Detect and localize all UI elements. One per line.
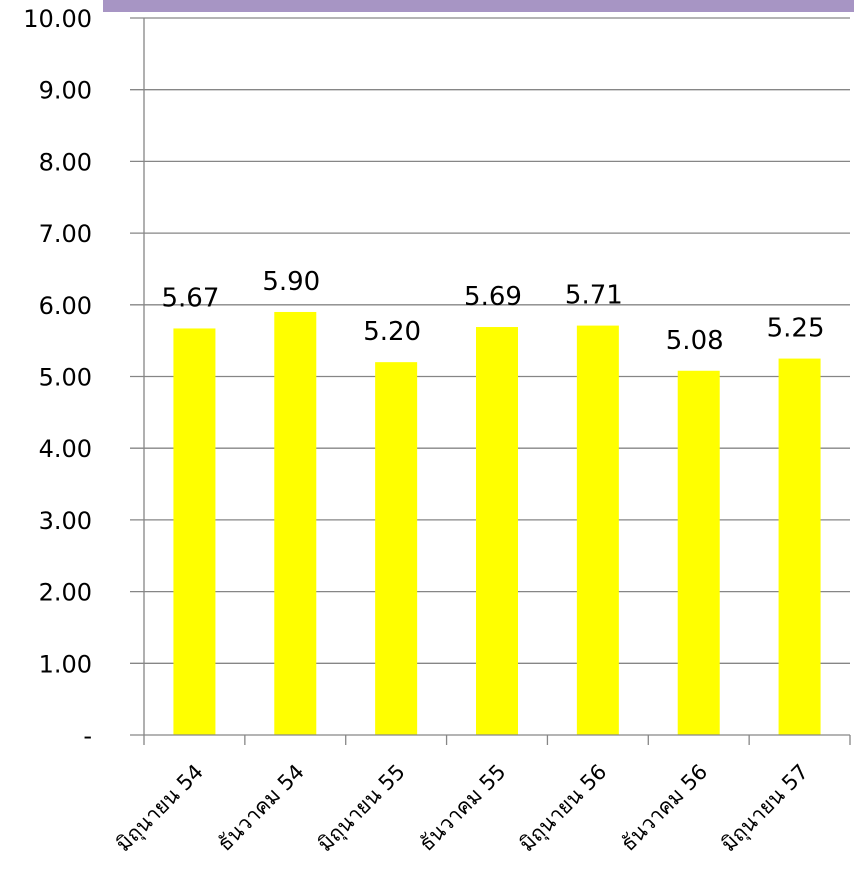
x-tick-labels: มิถุนายน 54 ธันวาคม 54 มิถุนายน 55 ธันวาคม … [111, 760, 814, 857]
y-tick-label: 4.00 [39, 435, 92, 463]
data-label: 5.25 [767, 314, 825, 344]
data-label: 5.67 [161, 283, 219, 313]
x-tick-label: ธันวาคม 56 [616, 760, 712, 856]
axes [130, 18, 851, 745]
y-tick-label: 5.00 [39, 364, 92, 392]
y-tick-label: 10.00 [23, 5, 92, 33]
bar [375, 362, 418, 735]
bar [778, 358, 821, 735]
x-tick-label: มิถุนายน 57 [716, 760, 813, 857]
data-label: 5.90 [262, 267, 320, 297]
data-label: 5.08 [666, 326, 724, 356]
y-tick-label: 7.00 [39, 220, 92, 248]
y-tick-label: - [83, 722, 92, 750]
top-banner [103, 0, 854, 12]
x-tick-label: มิถุนายน 54 [111, 760, 208, 857]
bar [274, 311, 317, 735]
data-label: 5.20 [363, 317, 421, 347]
data-labels: 5.67 5.90 5.20 5.69 5.71 5.08 5.25 [161, 267, 824, 356]
bars [173, 311, 821, 735]
bar [476, 327, 518, 735]
data-label: 5.69 [464, 282, 522, 312]
x-tick-label: มิถุนายน 56 [515, 760, 612, 857]
x-tick-label: มิถุนายน 55 [313, 760, 410, 857]
y-tick-label: 1.00 [39, 650, 92, 678]
y-tick-label: 2.00 [39, 579, 92, 607]
y-tick-label: 3.00 [39, 507, 92, 535]
bar [677, 370, 720, 735]
y-tick-label: 9.00 [39, 77, 92, 105]
y-tick-labels: - 1.00 2.00 3.00 4.00 5.00 6.00 7.00 8.00 9.00 10.… [23, 5, 92, 750]
y-tick-label: 8.00 [39, 148, 92, 176]
bar [576, 325, 619, 735]
x-tick-label: ธันวาคม 55 [414, 760, 510, 856]
x-tick-label: ธันวาคม 54 [213, 760, 309, 856]
data-label: 5.71 [565, 281, 623, 311]
bar [173, 328, 216, 735]
y-tick-label: 6.00 [39, 292, 92, 320]
